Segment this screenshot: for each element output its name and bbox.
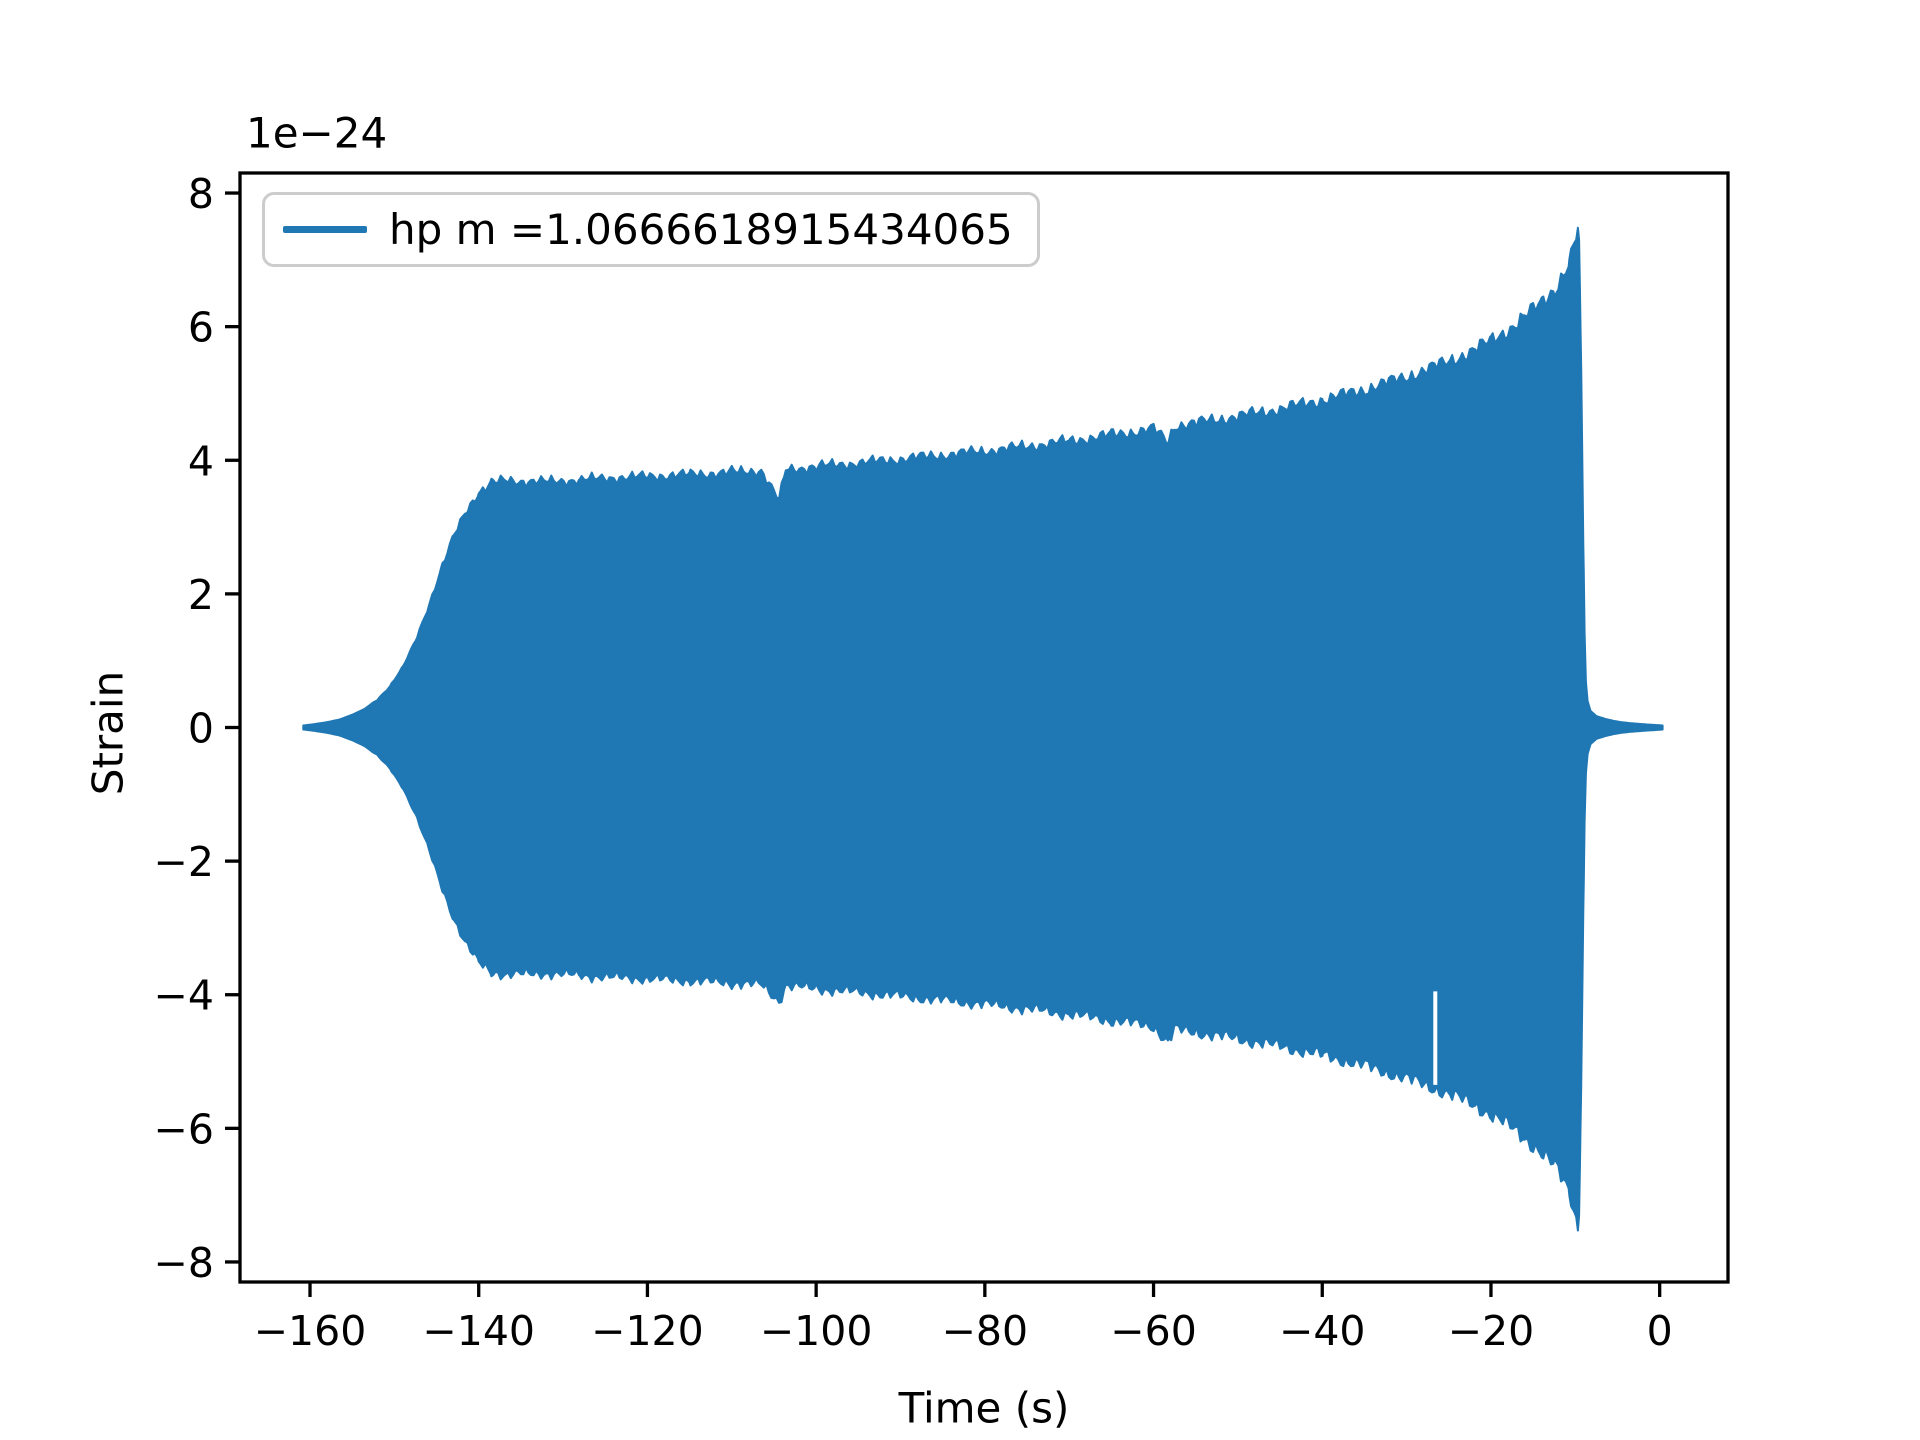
x-tick-label: −20 xyxy=(1448,1307,1535,1355)
legend-line-swatch xyxy=(283,226,367,233)
y-tick-label: −6 xyxy=(154,1105,214,1153)
y-axis-offset-label: 1e−24 xyxy=(246,108,388,158)
x-axis-ticks xyxy=(308,1282,1662,1297)
y-tick-label: −8 xyxy=(154,1239,214,1287)
x-tick-label: −140 xyxy=(422,1307,535,1355)
y-tick-label: 2 xyxy=(188,571,214,619)
legend: hp m =1.0666618915434065 xyxy=(262,192,1040,267)
y-tick-label: 0 xyxy=(188,705,214,753)
x-tick-label: 0 xyxy=(1647,1307,1673,1355)
y-tick-label: 6 xyxy=(188,304,214,352)
x-tick-label: −160 xyxy=(254,1307,367,1355)
y-tick-label: 4 xyxy=(188,437,214,485)
legend-label: hp m =1.0666618915434065 xyxy=(389,205,1013,254)
x-tick-label: −80 xyxy=(942,1307,1029,1355)
y-axis-ticks xyxy=(225,191,240,1264)
y-axis-tick-labels: 8 6 4 2 0 −2 −4 −6 −8 xyxy=(154,170,214,1287)
y-tick-label: −4 xyxy=(154,972,214,1020)
strain-waveform xyxy=(302,226,1664,1232)
x-tick-label: −40 xyxy=(1279,1307,1366,1355)
x-tick-label: −60 xyxy=(1110,1307,1197,1355)
x-axis-tick-labels: −160 −140 −120 −100 −80 −60 −40 −20 0 xyxy=(254,1307,1673,1355)
y-axis-label: Strain xyxy=(83,670,133,796)
waveform xyxy=(302,226,1664,1232)
y-tick-label: −2 xyxy=(154,838,214,886)
x-axis-label: Time (s) xyxy=(898,1383,1070,1433)
x-tick-label: −100 xyxy=(760,1307,873,1355)
x-tick-label: −120 xyxy=(591,1307,704,1355)
y-tick-label: 8 xyxy=(188,170,214,218)
